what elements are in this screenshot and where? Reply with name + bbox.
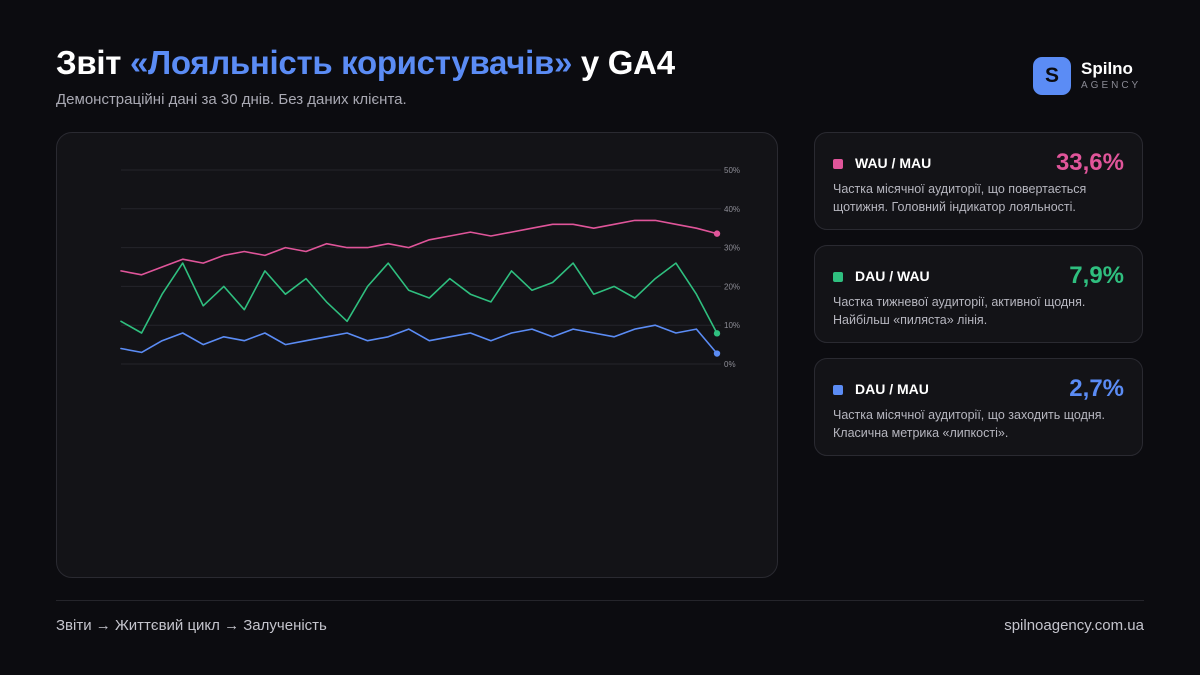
page-title: Звіт «Лояльність користувачів» у GA4	[56, 44, 675, 82]
card-value: 33,6%	[1055, 149, 1124, 176]
series-line-2	[120, 324, 718, 355]
logo-mark: S	[1033, 57, 1071, 95]
card-header: WAU / MAU 33,6%	[833, 149, 1124, 177]
card-description: Частка місячної аудиторії, що заходить щ…	[833, 408, 1106, 440]
title-suffix: у GA4	[572, 44, 675, 81]
card-value: 7,9%	[1069, 262, 1124, 289]
y-tick-label: 0%	[724, 360, 736, 369]
page-subtitle: Демонстраційні дані за 30 днів. Без дани…	[56, 91, 407, 108]
series-end-point-0	[713, 230, 721, 237]
logo-tagline: AGENCY	[1081, 80, 1142, 91]
title-accent: «Лояльність користувачів»	[129, 44, 572, 81]
card-description: Частка місячної аудиторії, що повертаєть…	[833, 182, 1087, 214]
card-label: WAU / MAU	[855, 155, 932, 171]
metric-card-wau-mau: WAU / MAU 33,6% Частка місячної аудиторі…	[814, 132, 1143, 230]
legend-swatch-pink	[833, 159, 843, 169]
logo-text: Spilno AGENCY	[1081, 59, 1141, 93]
chart-panel: 0% 10% 20% 30% 40% 50%	[56, 132, 778, 578]
series-line-0	[120, 219, 718, 276]
y-tick-label: 40%	[724, 205, 740, 214]
breadcrumb: Звіти → Життєвий цикл → Залученість	[56, 617, 327, 634]
y-tick-label: 30%	[724, 244, 740, 253]
y-tick-label: 10%	[724, 321, 740, 330]
y-tick-label: 20%	[724, 282, 740, 291]
legend-swatch-blue	[833, 385, 843, 395]
card-description: Частка тижневої аудиторії, активної щодн…	[833, 295, 1086, 327]
metric-card-dau-wau: DAU / WAU 7,9% Частка тижневої аудиторії…	[814, 245, 1143, 343]
line-chart: 0% 10% 20% 30% 40% 50%	[120, 166, 740, 369]
footer-divider	[56, 600, 1144, 601]
legend-swatch-green	[833, 272, 843, 282]
card-label: DAU / MAU	[855, 381, 929, 397]
y-tick-label: 50%	[724, 166, 740, 175]
metric-card-dau-mau: DAU / MAU 2,7% Частка місячної аудиторії…	[814, 358, 1143, 456]
series-line-1	[120, 262, 718, 335]
series-end-point-2	[713, 350, 721, 357]
card-header: DAU / WAU 7,9%	[833, 262, 1124, 290]
logo-name: Spilno	[1081, 59, 1133, 78]
card-header: DAU / MAU 2,7%	[833, 375, 1124, 403]
card-label: DAU / WAU	[855, 268, 930, 284]
series-end-point-1	[713, 330, 721, 337]
title-prefix: Звіт	[56, 44, 130, 81]
brand-logo: S Spilno AGENCY	[1033, 57, 1141, 95]
site-url: spilnoagency.com.ua	[1004, 617, 1144, 634]
card-value: 2,7%	[1069, 375, 1124, 402]
